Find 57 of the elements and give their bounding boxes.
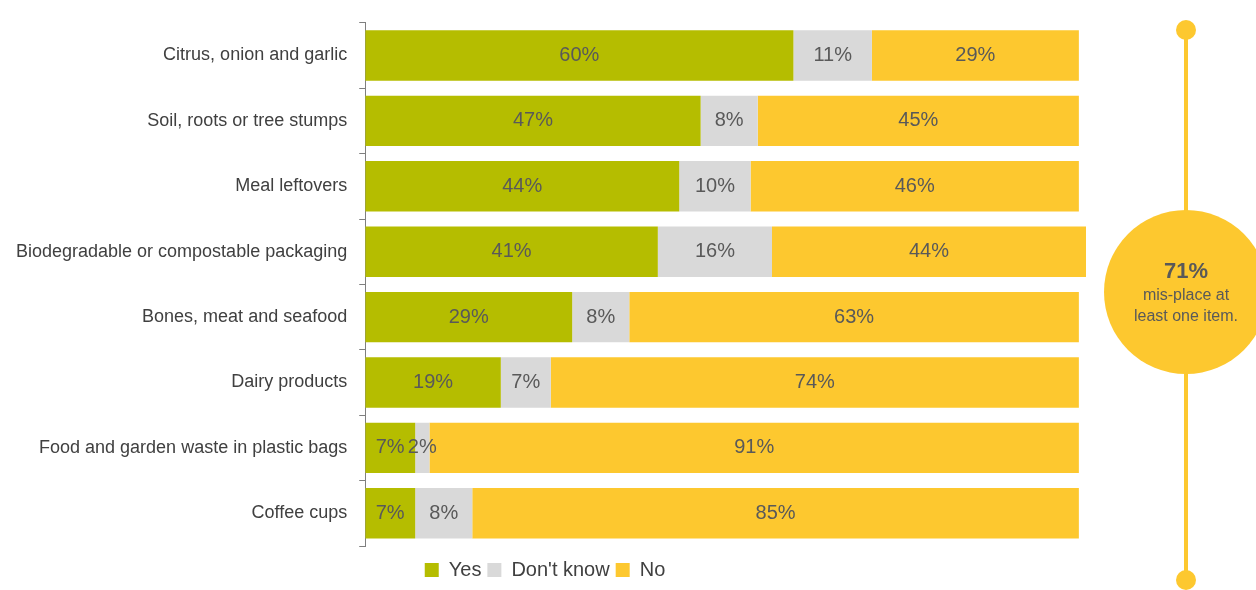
- bar: [700, 95, 758, 147]
- bar: [415, 488, 473, 539]
- data-label: 19%: [413, 370, 454, 393]
- y-tick-label: Food and garden waste in plastic bags: [39, 436, 348, 457]
- text: mis-place at least one item.: [1132, 285, 1240, 326]
- y-tick-label: Coffee cups: [251, 502, 348, 523]
- data-label: 47%: [512, 108, 554, 131]
- y-tick-label: Bones, meat and seafood: [142, 306, 348, 327]
- data-label: 60%: [559, 43, 600, 66]
- data-label: 44%: [908, 239, 950, 262]
- y-tick-label: Citrus, onion and garlic: [163, 44, 348, 65]
- data-label: 29%: [448, 304, 489, 327]
- y-tick-label: Soil, roots or tree stumps: [147, 109, 348, 130]
- bar: [365, 226, 658, 277]
- bar: [793, 30, 872, 81]
- bar: [365, 30, 794, 81]
- data-label: 7%: [511, 370, 541, 393]
- bar: [365, 291, 573, 343]
- y-tick-label: Meal leftovers: [235, 175, 348, 196]
- bar: [365, 95, 701, 147]
- bar: [500, 357, 551, 408]
- bar: [550, 357, 1079, 408]
- data-label: 8%: [586, 304, 616, 327]
- data-label: 46%: [894, 173, 935, 196]
- data-label: 16%: [694, 239, 736, 262]
- data-label: 91%: [734, 435, 775, 458]
- y-tick-label: Dairy products: [231, 371, 348, 392]
- bar: [472, 488, 1079, 539]
- legend-label: No: [639, 557, 666, 580]
- data-label: 11%: [813, 43, 853, 66]
- bar: [572, 291, 630, 343]
- bar: [757, 95, 1079, 147]
- bar: [629, 291, 1079, 343]
- bar: [871, 30, 1079, 81]
- data-label: 8%: [714, 108, 744, 131]
- data-label: 44%: [502, 173, 543, 196]
- data-label: 29%: [955, 43, 996, 66]
- data-label: 85%: [755, 500, 796, 523]
- data-label: 8%: [429, 500, 459, 523]
- bar: [772, 226, 1086, 277]
- bar: [365, 488, 416, 539]
- data-label: 7%: [375, 435, 405, 458]
- bar: [365, 357, 501, 408]
- legend-label: Yes: [448, 557, 482, 580]
- data-label: 63%: [834, 304, 875, 327]
- data-label: 41%: [491, 239, 532, 262]
- data-label: 74%: [794, 370, 836, 393]
- data-label: 7%: [375, 500, 405, 523]
- legend-label: Don't know: [511, 557, 611, 580]
- bar: [657, 226, 772, 277]
- text: 71%: [1163, 258, 1209, 284]
- bar: [365, 161, 680, 212]
- data-label: 10%: [694, 173, 736, 196]
- y-tick-label: Biodegradable or compostable packaging: [15, 240, 348, 261]
- data-label: 45%: [898, 108, 939, 131]
- bar: [750, 161, 1079, 212]
- bar: [679, 161, 751, 212]
